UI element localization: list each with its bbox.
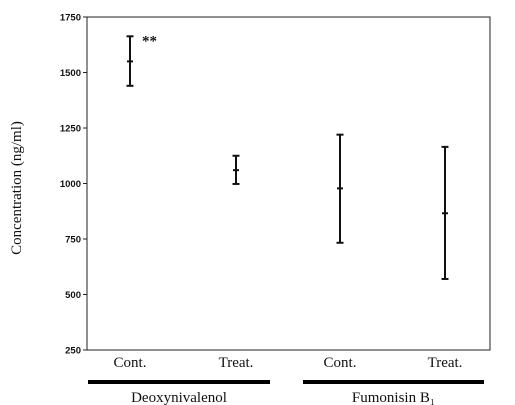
x-axis-tick-labels: Cont. Treat. Cont. Treat. [114, 355, 463, 371]
x-tick-label: Cont. [114, 355, 147, 371]
y-tick-label: 500 [65, 290, 81, 301]
y-tick-label: 250 [65, 346, 81, 357]
y-tick-label: 1750 [60, 13, 81, 24]
group-bar [303, 380, 484, 384]
y-axis-label: Concentration (ng/ml) [9, 121, 25, 255]
y-tick-label: 1000 [60, 179, 81, 190]
x-tick-label: Cont. [324, 355, 357, 371]
x-tick-label: Treat. [219, 355, 254, 371]
group-bar [88, 380, 270, 384]
y-tick-label: 1250 [60, 124, 81, 135]
x-tick-label: Treat. [428, 355, 463, 371]
annotations: ** [142, 33, 157, 49]
group-brackets: Deoxynivalenol Fumonisin B₁ [88, 380, 484, 405]
y-axis-ticks [83, 16, 87, 351]
y-tick-label: 1500 [60, 68, 81, 79]
plot-frame [86, 16, 491, 351]
y-tick-label: 750 [65, 235, 81, 246]
significance-annotation: ** [142, 33, 157, 49]
error-bars [126, 35, 449, 280]
group-label: Fumonisin B₁ [352, 390, 435, 405]
group-label: Deoxynivalenol [131, 390, 227, 405]
y-axis-tick-labels: 250 500 750 1000 1250 1500 1750 [60, 13, 81, 357]
